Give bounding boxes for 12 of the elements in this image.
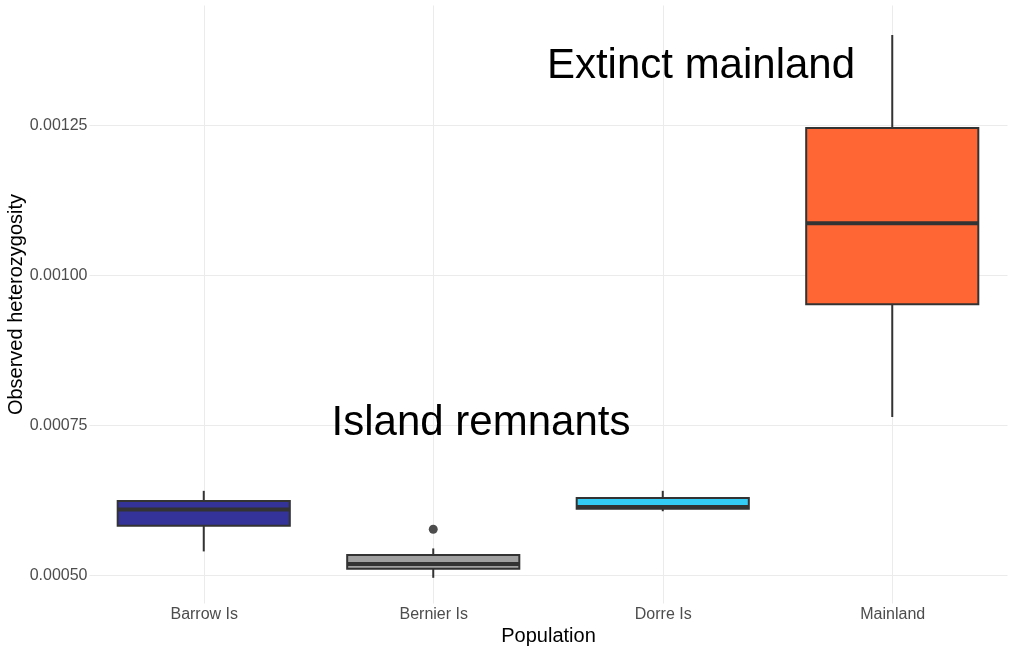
- x-tick-label: Mainland: [860, 604, 926, 622]
- x-tick-label: Bernier Is: [399, 604, 468, 622]
- y-tick-label: 0.00125: [29, 116, 88, 134]
- annotation: Extinct mainland: [546, 40, 856, 87]
- x-axis-title: Population: [501, 623, 596, 646]
- y-axis-title: Observed heterozygosity: [3, 193, 26, 416]
- y-tick-label: 0.00075: [29, 416, 88, 434]
- y-tick-label: 0.00100: [29, 266, 88, 284]
- x-tick-label: Barrow Is: [170, 604, 239, 622]
- annotation: Island remnants: [331, 397, 631, 444]
- y-tick-label: 0.00050: [29, 566, 88, 584]
- x-tick-label: Dorre Is: [634, 604, 692, 622]
